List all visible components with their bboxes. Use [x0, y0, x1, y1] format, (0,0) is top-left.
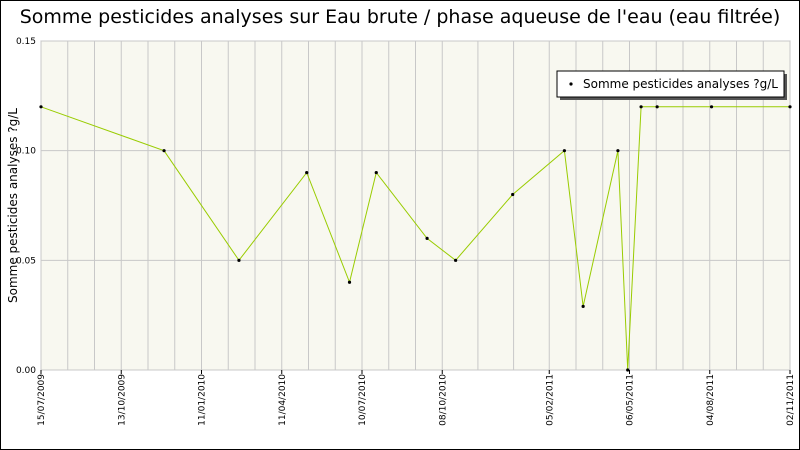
x-tick-label: 02/11/2011: [786, 374, 796, 426]
horizontal-gridlines: [41, 40, 790, 371]
legend-entry: Somme pesticides analyses ?g/L: [583, 77, 778, 91]
data-point: [709, 105, 714, 109]
data-point: [305, 171, 309, 175]
data-point: [616, 149, 620, 153]
x-tick-label: 13/10/2009: [117, 374, 127, 426]
data-point: [39, 105, 43, 109]
data-point: [374, 171, 378, 175]
chart-title: Somme pesticides analyses sur Eau brute …: [19, 6, 781, 28]
vertical-gridlines: [40, 41, 791, 370]
data-points: [39, 105, 792, 372]
y-tick-label: 0.15: [16, 37, 36, 47]
y-tick-label: 0.10: [16, 147, 36, 157]
x-tick-label: 15/07/2009: [37, 374, 47, 426]
data-point: [639, 105, 643, 109]
y-tick-label: 0.05: [16, 256, 36, 266]
x-tick-label: 04/08/2011: [706, 374, 716, 426]
legend-box: [556, 70, 785, 98]
x-tick-label: 05/02/2011: [545, 374, 555, 426]
data-point: [454, 258, 458, 262]
data-point: [562, 149, 567, 153]
data-point: [425, 236, 429, 240]
x-tick-label: 11/04/2010: [278, 374, 288, 426]
legend-marker: [569, 82, 573, 86]
data-point: [655, 105, 659, 109]
data-point: [347, 280, 352, 284]
y-axis-label: Somme pesticides analyses ?g/L: [6, 108, 20, 303]
x-tick-label: 11/01/2010: [198, 374, 208, 426]
x-tick-label: 10/07/2010: [358, 374, 368, 426]
legend: Somme pesticides analyses ?g/L: [556, 70, 787, 100]
data-point: [237, 258, 241, 262]
data-point: [511, 192, 515, 197]
x-axis-ticks: 15/07/2009 13/10/2009 11/01/2010 11/04/2010…: [37, 370, 796, 426]
data-point: [626, 368, 630, 372]
data-point: [162, 149, 166, 153]
y-axis-ticks: 0.00 0.05 0.10 0.15: [16, 37, 36, 376]
x-tick-label: 06/05/2011: [626, 374, 636, 426]
data-point: [581, 304, 585, 308]
data-point: [788, 105, 792, 109]
y-tick-label: 0.00: [16, 366, 36, 376]
x-tick-label: 08/10/2010: [438, 374, 448, 426]
